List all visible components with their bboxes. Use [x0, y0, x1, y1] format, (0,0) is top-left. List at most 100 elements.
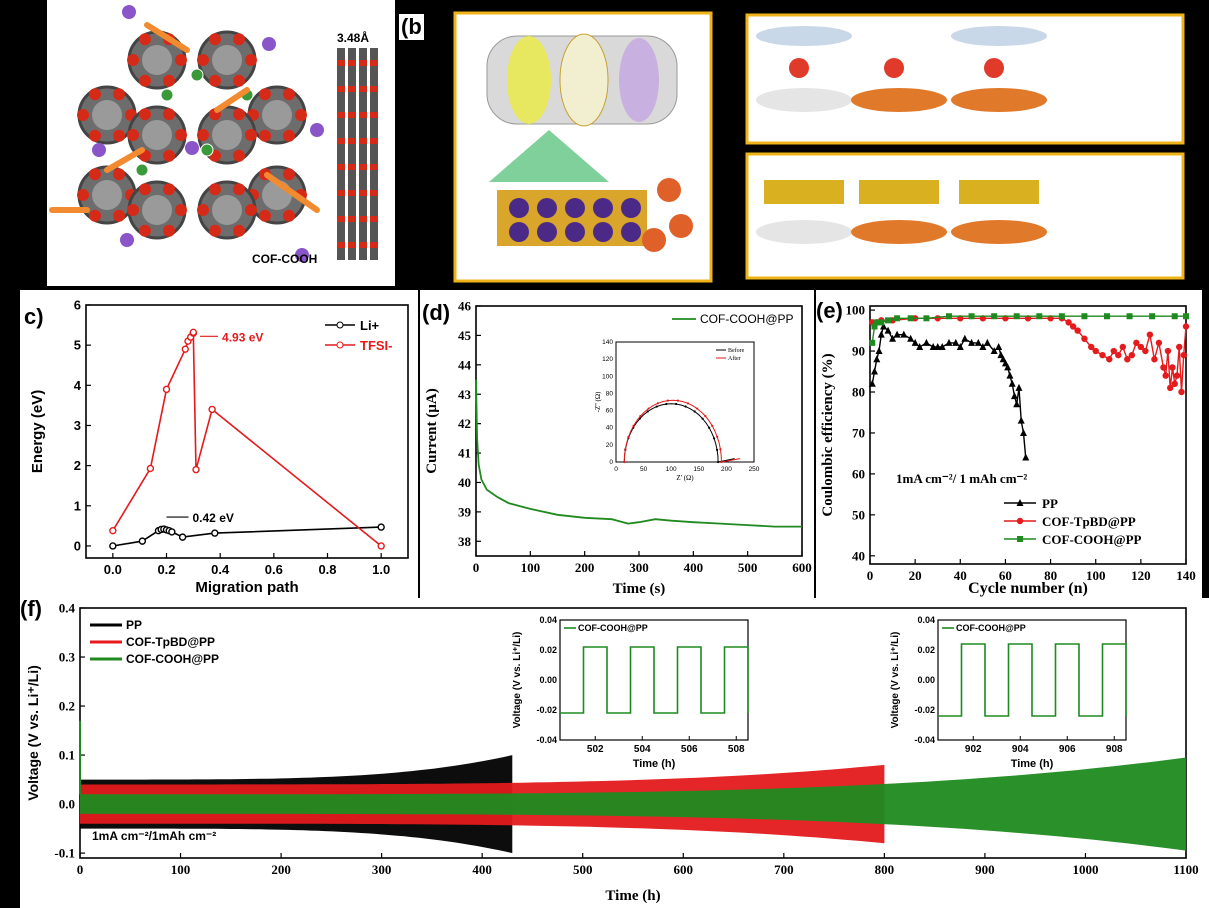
inset-y-tick-label: 0.02 — [539, 645, 557, 655]
data-point — [907, 315, 914, 322]
legend-label: COF-COOH@PP — [1042, 532, 1142, 547]
migration-arrow — [214, 87, 250, 113]
inset-y-tick-label: 0.00 — [539, 675, 557, 685]
data-point — [875, 347, 883, 355]
data-point — [1019, 428, 1027, 436]
cof-node-core — [92, 100, 122, 130]
data-point — [916, 342, 924, 350]
data-point — [1017, 416, 1025, 424]
migration-arrow — [104, 147, 145, 173]
oxygen-atom — [259, 88, 271, 101]
inset-x-tick-label: 250 — [749, 466, 760, 473]
cof-node-core — [212, 120, 242, 150]
data-point — [1015, 383, 1023, 391]
y-tick-label: 3 — [74, 418, 81, 433]
x-tick-label: 40 — [954, 568, 967, 583]
x-tick-label: 0.8 — [318, 562, 336, 577]
data-point — [1115, 351, 1122, 359]
data-point — [138, 537, 147, 545]
oxygen-atom — [89, 129, 101, 142]
anion-site — [509, 222, 529, 242]
layer-oxygen — [337, 112, 345, 118]
annotation-label: 1mA cm⁻²/1mAh cm⁻² — [92, 829, 216, 843]
y-tick-label: 80 — [852, 385, 865, 400]
x-tick-label: 80 — [1044, 568, 1057, 583]
data-point — [1169, 364, 1176, 371]
legend-label: COF-TpBD@PP — [1042, 514, 1136, 529]
li-ion — [310, 123, 324, 137]
data-point — [961, 334, 969, 342]
inset-data-point — [704, 415, 707, 418]
data-point — [979, 342, 987, 350]
migration-arrow — [264, 172, 320, 213]
x-axis-label: Time (h) — [605, 888, 660, 904]
data-point — [911, 338, 919, 346]
anion-site — [509, 198, 529, 218]
y-tick-label: 2 — [74, 458, 81, 473]
y-tick-label: 0.1 — [59, 748, 75, 763]
inset-x-tick-label: 506 — [681, 744, 698, 755]
inset-data-point — [665, 402, 668, 406]
series-line — [112, 526, 382, 547]
oxygen-atom — [233, 149, 245, 162]
data-point — [1180, 351, 1187, 359]
series-line — [871, 325, 1027, 458]
data-point — [929, 342, 937, 350]
y-tick-label: 46 — [458, 299, 472, 314]
panel-f: 0 100 200 300 400 500 600 700 800 900 1000 1100 -0.1… — [20, 598, 1209, 908]
layer-oxygen — [337, 138, 345, 144]
oxygen-atom — [209, 74, 221, 87]
data-point — [991, 313, 998, 320]
oxygen-atom — [245, 204, 257, 216]
panel-c-label: c) — [24, 304, 44, 329]
oxygen-atom — [233, 108, 245, 121]
cof-node-core — [142, 195, 172, 225]
oxygen-atom — [233, 74, 245, 87]
inset-data-point — [639, 415, 642, 418]
data-point — [1008, 379, 1016, 387]
data-point — [871, 323, 878, 330]
x-tick-label: 100 — [1086, 568, 1106, 583]
layer-oxygen — [337, 164, 345, 170]
inset-data-point — [701, 417, 704, 420]
x-tick-label: 400 — [472, 862, 492, 877]
data-point — [934, 342, 942, 350]
oxygen-atom — [113, 168, 125, 181]
layer-oxygen — [348, 242, 356, 248]
data-point — [1069, 323, 1077, 330]
oxygen-atom — [77, 189, 89, 201]
y-tick-label: 0 — [74, 539, 81, 554]
inset-data-point — [624, 448, 627, 451]
inset-y-tick-label: 100 — [602, 373, 613, 380]
data-point — [1182, 323, 1190, 330]
cof-coating — [764, 180, 844, 204]
layer-oxygen — [370, 190, 378, 196]
x-tick-label: 200 — [575, 560, 595, 575]
layer-oxygen — [359, 138, 367, 144]
inset-x-label: Time (h) — [633, 758, 676, 770]
inset-data-point — [676, 399, 680, 402]
chart-c: 0.0 0.2 0.4 0.6 0.8 1.0 0 1 2 3 4 5 6 Migration path E… — [29, 298, 409, 596]
x-tick-label: 600 — [792, 560, 812, 575]
x-tick-label: 100 — [171, 862, 191, 877]
inset-y-tick-label: 0.04 — [539, 615, 557, 625]
data-point — [1183, 313, 1189, 320]
legend-label: Li+ — [360, 318, 380, 333]
inset-y-tick-label: 120 — [602, 356, 613, 363]
inset-x-tick-label: 508 — [728, 744, 745, 755]
x-tick-label: 0.2 — [157, 562, 175, 577]
data-point — [884, 326, 892, 334]
data-point — [956, 342, 964, 350]
data-point — [189, 328, 198, 337]
inset-series-line — [560, 646, 749, 714]
panel-b-label: (b — [399, 14, 424, 40]
legend-label: TFSI- — [360, 338, 393, 353]
layer-oxygen — [348, 138, 356, 144]
inset-x-tick-label: 504 — [634, 744, 651, 755]
data-point — [1006, 371, 1014, 379]
layer-oxygen — [348, 190, 356, 196]
inset-x-tick-label: 908 — [1106, 744, 1123, 755]
inset-data-point — [656, 402, 659, 405]
oxygen-atom — [163, 74, 175, 87]
